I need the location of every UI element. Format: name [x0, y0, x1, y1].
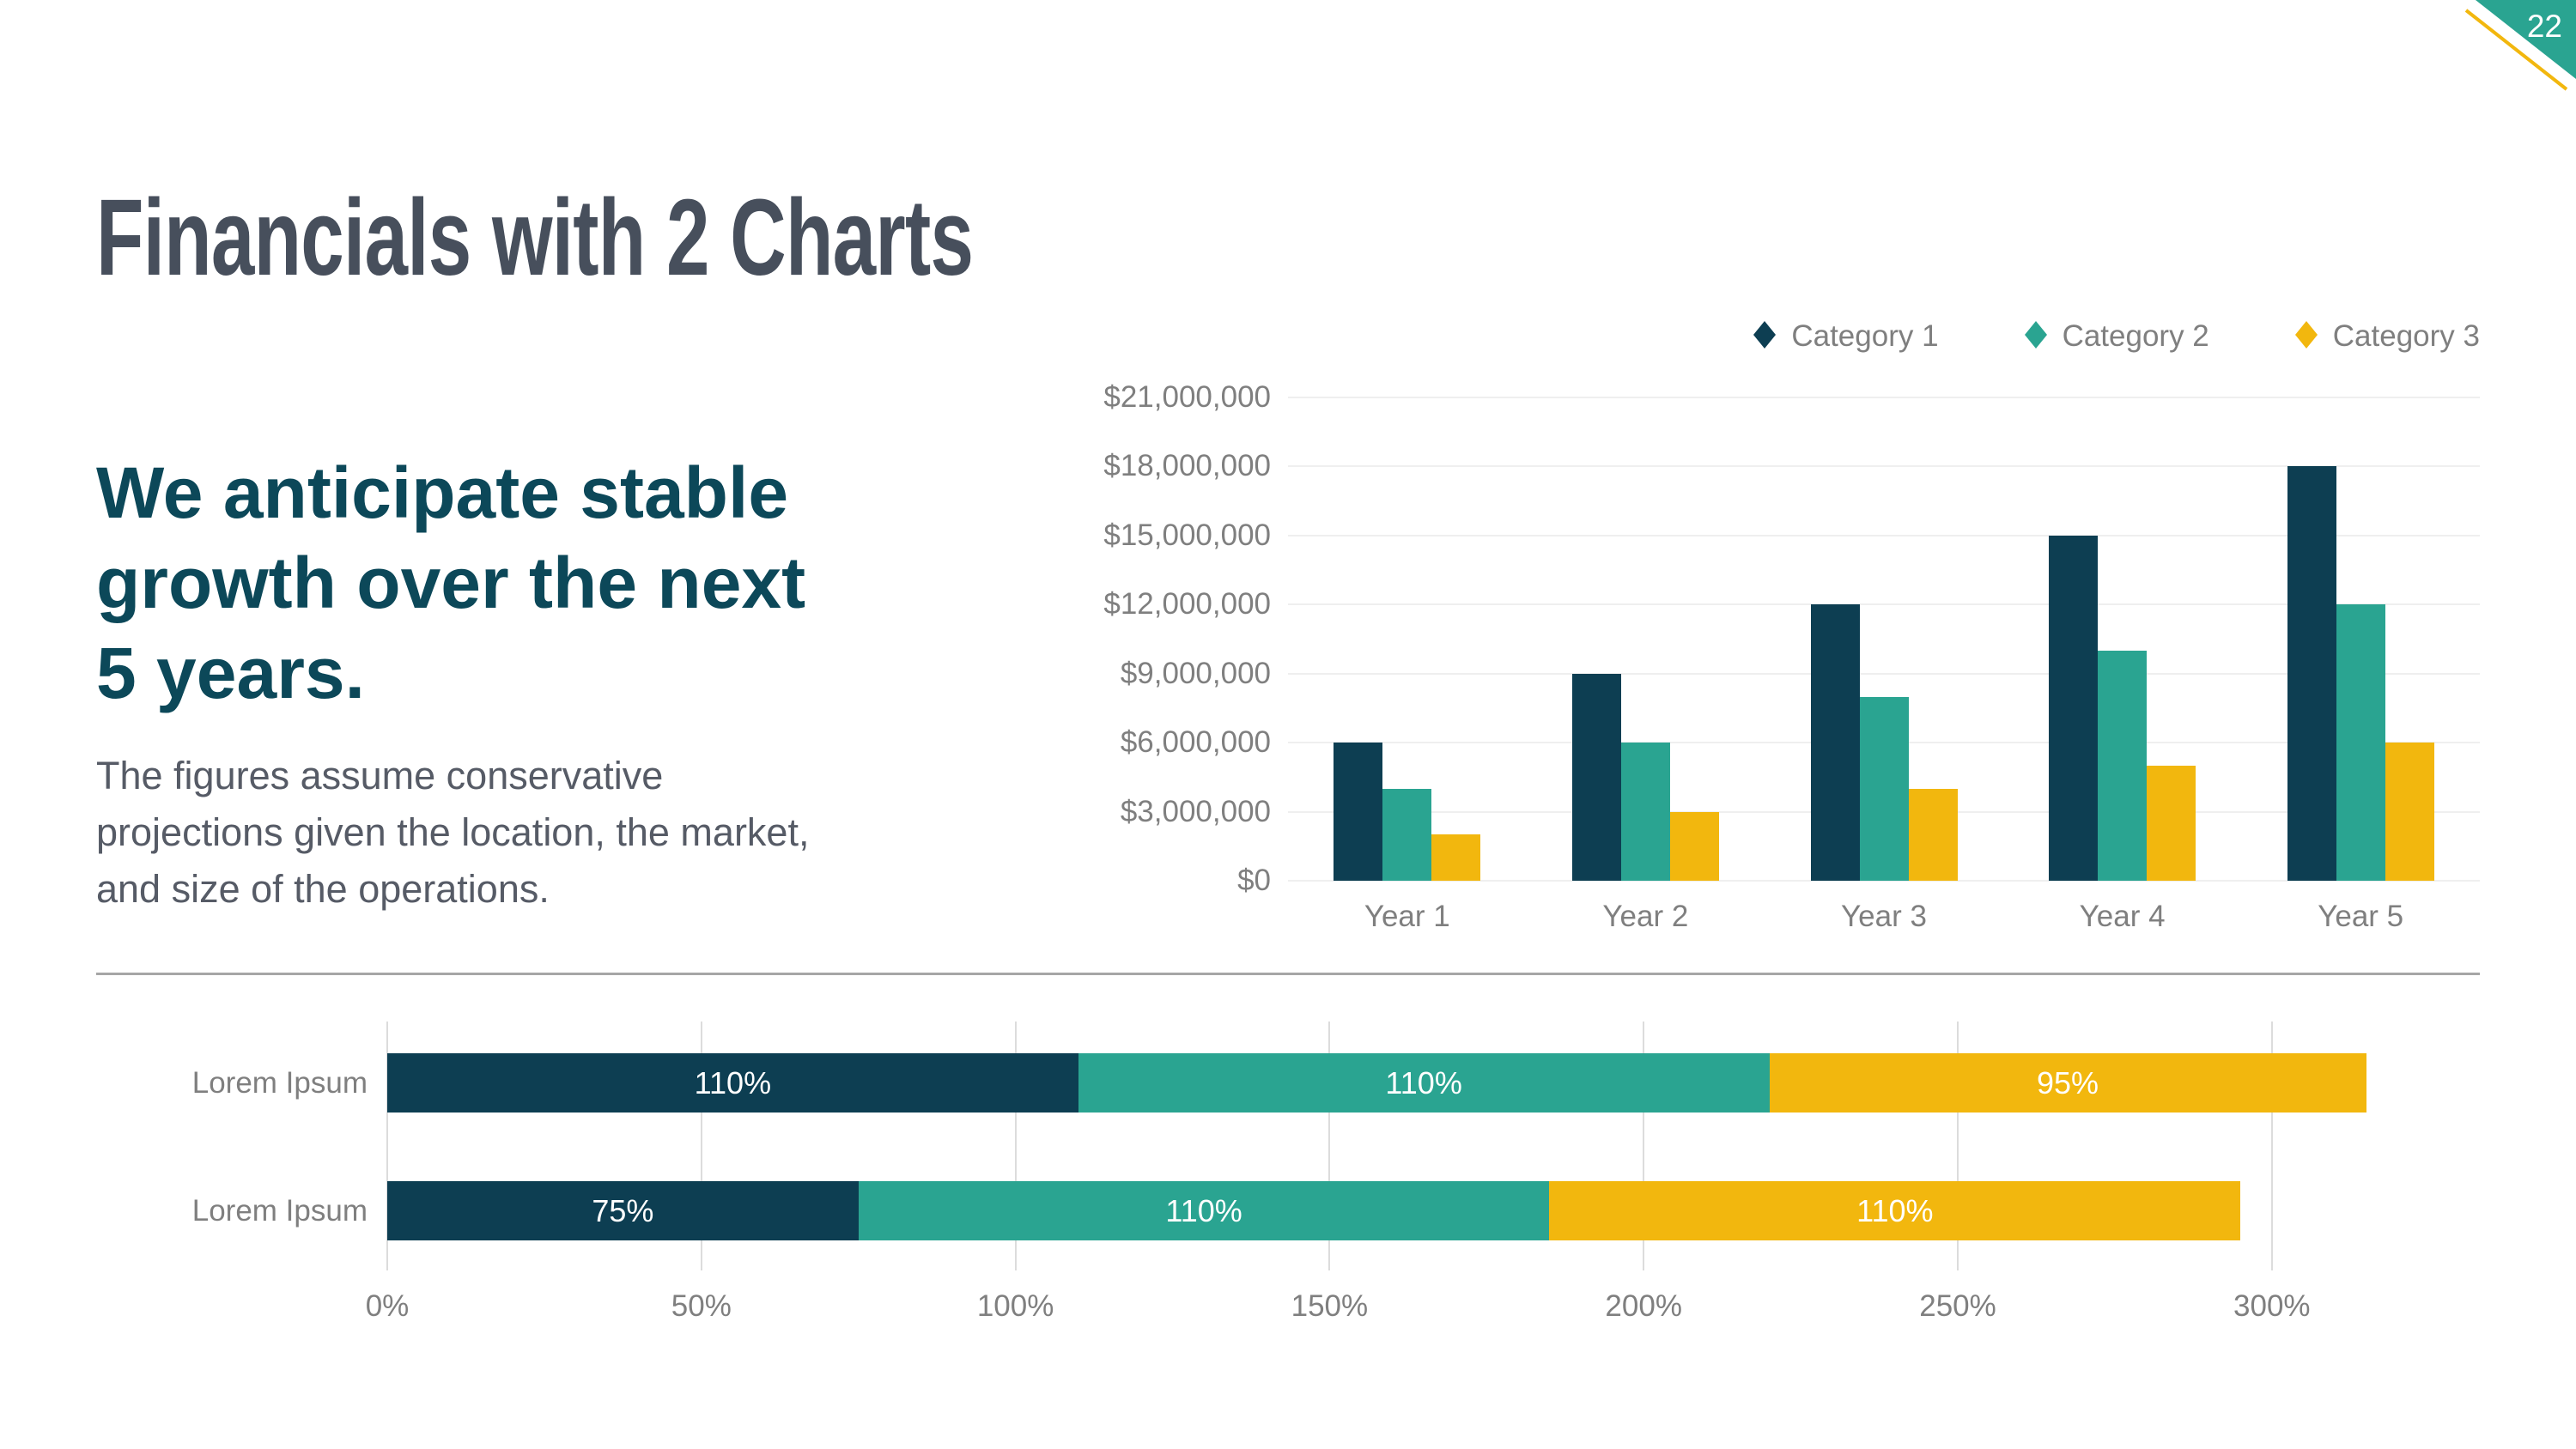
bar-category-1: [1810, 604, 1860, 881]
percent-axis-tick-label: 150%: [1291, 1289, 1369, 1323]
x-axis-category-label: Year 2: [1602, 900, 1689, 933]
corner-decoration: 22: [2464, 0, 2576, 112]
category-3-diamond-icon: [2294, 320, 2318, 353]
section-divider: [96, 973, 2480, 975]
legend-item: Category 2: [2024, 319, 2209, 354]
percent-axis-tick-label: 50%: [671, 1289, 732, 1323]
x-axis-category-label: Year 3: [1841, 900, 1927, 933]
bar-segment-value-label: 110%: [1856, 1192, 1934, 1228]
y-axis-tick-label: $9,000,000: [1120, 656, 1271, 690]
slide-title: Financials with 2 Charts: [96, 177, 974, 299]
bar-category-1: [2287, 466, 2336, 881]
gridline: [1288, 603, 2480, 606]
gridline: [700, 1022, 702, 1270]
bar-segment-category-2: 110%: [858, 1181, 1550, 1240]
statement-text: We anticipate stable growth over the nex…: [96, 452, 806, 713]
bar-category-1: [2049, 535, 2099, 881]
bar-segment-value-label: 95%: [2036, 1064, 2099, 1100]
page-number: 22: [2526, 9, 2562, 44]
y-axis-tick-label: $15,000,000: [1103, 518, 1271, 552]
bar-segment-category-1: 110%: [387, 1053, 1078, 1113]
legend-item: Category 1: [1753, 319, 1939, 354]
legend-item: Category 3: [2294, 319, 2480, 354]
y-axis-tick-label: $12,000,000: [1103, 587, 1271, 621]
bar-category-3: [2147, 765, 2196, 881]
gridline: [1643, 1022, 1645, 1270]
bar-segment-value-label: 110%: [1165, 1192, 1242, 1228]
row-label: Lorem Ipsum: [191, 1066, 368, 1100]
gridline: [2270, 1022, 2273, 1270]
y-axis-tick-label: $0: [1237, 864, 1271, 897]
bar-category-3: [2385, 743, 2434, 881]
percent-axis-tick-label: 250%: [1919, 1289, 1996, 1323]
stacked-bar-chart-plot: 110% 110% 95% 75% 110% 110%: [386, 1022, 2480, 1270]
gridline: [1288, 534, 2480, 537]
y-axis-tick-label: $3,000,000: [1120, 794, 1271, 828]
y-axis-tick-label: $6,000,000: [1120, 725, 1271, 760]
grouped-bar-chart-plot: [1288, 397, 2480, 882]
gridline: [386, 1022, 388, 1270]
category-1-diamond-icon: [1753, 320, 1777, 353]
category-2-diamond-icon: [2024, 320, 2047, 353]
gridline: [1328, 1022, 1331, 1270]
bar-segment-value-label: 110%: [1385, 1064, 1462, 1100]
gridline: [1014, 1022, 1017, 1270]
percent-axis-tick-label: 200%: [1605, 1289, 1682, 1323]
bar-segment-category-1: 75%: [387, 1181, 859, 1240]
bar-segment-category-2: 110%: [1078, 1053, 1770, 1113]
bar-category-3: [1908, 788, 1958, 881]
percent-axis-tick-label: 300%: [2233, 1289, 2311, 1323]
percent-axis-tick-label: 100%: [976, 1289, 1054, 1323]
bar-category-2: [2336, 604, 2385, 881]
bar-segment-category-3: 110%: [1549, 1181, 2241, 1240]
bar-category-2: [2098, 650, 2148, 881]
corner-triangle-icon: [2464, 0, 2576, 91]
bar-category-2: [1382, 788, 1432, 881]
percent-axis-tick-label: 0%: [365, 1289, 410, 1323]
bar-category-2: [1620, 743, 1670, 881]
body-text: The figures assume conservative projecti…: [96, 754, 810, 911]
legend-label: Category 2: [2062, 319, 2209, 353]
legend-label: Category 3: [2332, 319, 2480, 353]
legend-label: Category 1: [1791, 319, 1939, 353]
x-axis-category-label: Year 4: [2079, 900, 2166, 933]
bar-category-2: [1859, 696, 1909, 881]
bar-segment-category-3: 95%: [1769, 1053, 2366, 1113]
gridline: [1288, 465, 2480, 468]
bar-category-1: [1334, 743, 1383, 881]
row-label: Lorem Ipsum: [191, 1194, 368, 1228]
x-axis-category-label: Year 5: [2318, 900, 2404, 933]
bar-category-3: [1669, 811, 1719, 881]
gridline: [1288, 880, 2480, 882]
bar-segment-value-label: 110%: [694, 1064, 772, 1100]
x-axis-category-label: Year 1: [1364, 900, 1450, 933]
y-axis-tick-label: $18,000,000: [1103, 449, 1271, 483]
gridline: [1288, 672, 2480, 675]
bar-category-1: [1571, 673, 1621, 881]
gridline: [1288, 397, 2480, 398]
gridline: [1957, 1022, 1959, 1270]
chart-legend: Category 1 Category 2 Category 3: [1753, 319, 2480, 354]
bar-segment-value-label: 75%: [592, 1192, 654, 1228]
bar-category-3: [1431, 834, 1481, 881]
y-axis-tick-label: $21,000,000: [1103, 380, 1271, 414]
